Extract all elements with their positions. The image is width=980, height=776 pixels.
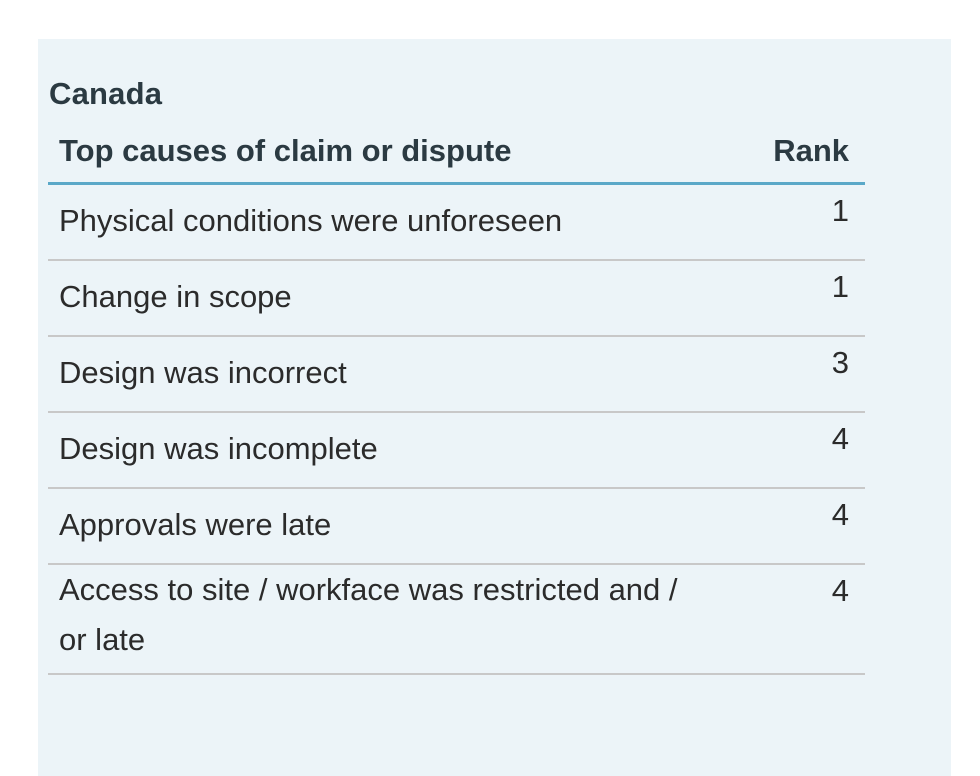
rank-cell: 4 — [698, 564, 865, 675]
table-header-row: Top causes of claim or dispute Rank — [48, 124, 865, 185]
cause-cell: Change in scope — [48, 260, 698, 337]
table-caption: Canada — [49, 76, 163, 111]
causes-table: Top causes of claim or dispute Rank Phys… — [48, 124, 865, 675]
cause-cell: Approvals were late — [48, 488, 698, 565]
table-row: Design was incomplete 4 — [48, 412, 865, 489]
cause-cell: Physical conditions were unforeseen — [48, 183, 698, 261]
rank-cell: 1 — [698, 260, 865, 337]
header-rank: Rank — [698, 124, 865, 185]
table-row: Approvals were late 4 — [48, 488, 865, 565]
rank-cell: 4 — [698, 412, 865, 489]
rank-cell: 3 — [698, 336, 865, 413]
header-cause: Top causes of claim or dispute — [48, 124, 698, 185]
table-row: Design was incorrect 3 — [48, 336, 865, 413]
cause-cell: Access to site / workface was restricted… — [48, 564, 698, 675]
table-row: Physical conditions were unforeseen 1 — [48, 183, 865, 261]
table-row: Change in scope 1 — [48, 260, 865, 337]
table-row: Access to site / workface was restricted… — [48, 564, 865, 675]
cause-cell: Design was incorrect — [48, 336, 698, 413]
rank-cell: 4 — [698, 488, 865, 565]
rank-cell: 1 — [698, 183, 865, 261]
cause-cell: Design was incomplete — [48, 412, 698, 489]
